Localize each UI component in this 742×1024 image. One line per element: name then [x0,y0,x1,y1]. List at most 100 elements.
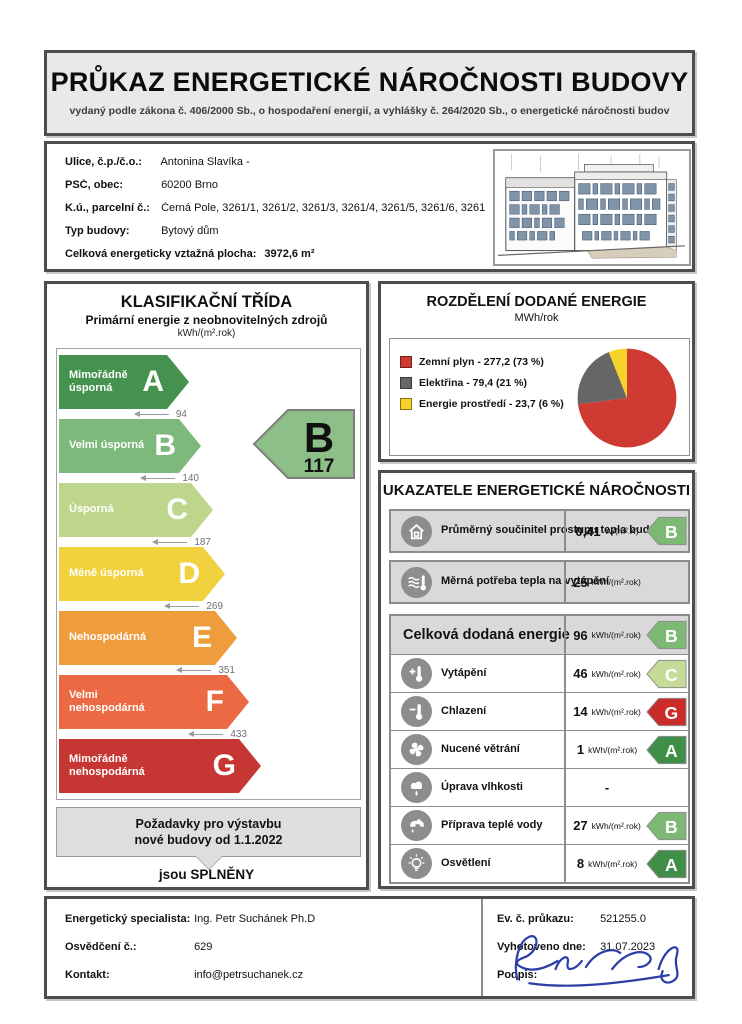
indicator-label: Průměrný součinitel prostupu tepla budov… [441,524,669,537]
class-row-f: Velmi nehospodárná F [59,675,360,729]
grade-letter: B [665,626,678,646]
threshold-row: 433 [57,729,247,740]
footer-value: 521255.0 [600,913,646,925]
distribution-unit: MWh/rok [514,312,559,324]
grade-badge: B [646,620,687,650]
footer-row-evidence-number: Ev. č. průkazu: 521255.0 [497,913,646,925]
legend-item: Zemní plyn - 277,2 (73 %) [400,351,564,372]
threshold-row: 269 [57,601,223,612]
left-arrow-icon [188,731,224,737]
info-value: Antonina Slavíka - [160,156,250,168]
signature [514,935,679,987]
footer-value: 629 [194,941,213,953]
threshold-row: 94 [57,409,187,420]
requirements-result: jsou SPLNĚNY [158,867,255,882]
threshold-value: 351 [218,664,235,676]
grade-badge: G [646,697,687,726]
indicators-panel: UKAZATELE ENERGETICKÉ NÁROČNOSTI Průměrn… [378,470,695,889]
indicator-value: 8 [576,856,585,871]
hot-water-icon [400,810,432,841]
info-label: Ulice, č.p./č.o.: [65,156,143,168]
footer-divider [481,899,483,996]
footer-label: Vyhotoveno dne: [497,941,586,953]
class-arrow-b: Velmi úsporná B [59,419,201,473]
footer-label: Osvědčení č.: [65,941,137,953]
indicator-label: Měrná potřeba tepla na vytápění [441,575,610,588]
info-value: 3972,6 m² [264,248,315,260]
indicator-row-heat-transfer: Průměrný součinitel prostupu tepla budov… [389,509,690,553]
threshold-row: 187 [57,536,211,548]
indicator-unit: kWh/(m².rok) [591,820,641,831]
building-elevation-drawing [498,153,685,259]
indicator-row-heating-demand: Měrná potřeba tepla na vytápění 25 kWh/(… [389,560,690,604]
info-row-street: Ulice, č.p./č.o.: Antonina Slavíka - [65,156,485,168]
class-row-g: Mimořádně nehospodárná G [59,739,360,793]
class-letter: B [154,429,176,462]
class-label: Velmi nehospodárná [69,688,145,714]
grade-badge: B [646,516,687,546]
class-label: Velmi úsporná [69,439,145,452]
footer-label: Kontakt: [65,969,110,981]
indicator-value: 1 [576,742,585,757]
grade-letter: G [665,702,679,722]
info-label: PSČ, obec: [65,179,124,191]
indicator-unit: kWh/(m².rok) [588,744,638,755]
legend-item: Energie prostředí - 23,7 (6 %) [400,393,564,414]
footer-value: info@petrsuchanek.cz [194,969,304,981]
class-row-b: Velmi úsporná B [59,419,360,473]
legend-label: Elektřina - 79,4 (21 %) [419,376,527,389]
threshold-value: 140 [182,472,199,484]
info-label: Celková energeticky vztažná plocha: [65,248,257,260]
indicator-value: - [604,780,610,795]
class-letter: D [178,557,200,590]
threshold-value: 187 [194,536,211,548]
indicator-unit: W/(m².K) [604,526,639,536]
info-row-parcel: K.ú., parcelní č.: Černá Pole, 3261/1, 3… [65,202,485,214]
indicator-label: Úprava vlhkosti [441,780,523,793]
info-row-city: PSČ, obec: 60200 Brno [65,179,485,191]
rating-letter: B [304,414,334,461]
pie-chart-box: Zemní plyn - 277,2 (73 %) Elektřina - 79… [389,338,690,456]
class-label: Nehospodárná [69,631,147,644]
indicator-label: Osvětlení [441,856,491,869]
class-row-e: Nehospodárná E [59,611,360,665]
grade-letter: A [665,740,678,760]
classification-panel: KLASIFIKAČNÍ TŘÍDA Primární energie z ne… [44,281,369,890]
indicator-row-ventilation: Nucené větrání 1 kWh/(m².rok) A [391,730,688,768]
delivered-energy-group: Celková dodaná energie 96 kWh/(m².rok) B… [389,614,690,884]
pie-slice-gas [577,348,677,448]
requirements-box: Požadavky pro výstavbu nové budovy od 1.… [56,807,361,857]
info-value: Černá Pole, 3261/1, 3261/2, 3261/3, 3261… [161,202,485,214]
threshold-row: 351 [57,664,235,676]
indicator-unit: kWh/(m².rok) [588,858,638,869]
indicator-row-lighting: Osvětlení 8 kWh/(m².rok) A [391,844,688,882]
info-value: Bytový dům [161,225,219,237]
class-label: Úsporná [69,503,114,516]
indicator-row-cooling: Chlazení 14 kWh/(m².rok) G [391,692,688,730]
class-letter: C [166,493,188,526]
ventilation-icon [400,734,432,765]
info-value: 60200 Brno [161,179,218,191]
class-label: Mimořádně nehospodárná [69,752,145,778]
footer-value: Ing. Petr Suchánek Ph.D [194,913,316,925]
indicator-value: 0,41 [575,523,601,539]
class-row-a: Mimořádně úsporná A [59,355,360,409]
footer-row-contact: Kontakt: info@petrsuchanek.cz [65,969,303,981]
indicator-value: 27 [573,818,588,833]
legend-item: Elektřina - 79,4 (21 %) [400,372,564,393]
pie-slice-ambient [608,348,627,398]
legend-swatch-electricity [400,376,412,389]
footer-label: Podpis: [497,969,538,981]
indicator-value: 25 [573,574,588,590]
requirements-line2: nové budovy od 1.1.2022 [134,832,283,847]
heating-icon [400,658,432,689]
indicator-row-hot-water: Příprava teplé vody 27 kWh/(m².rok) B [391,806,688,844]
indicator-value: 14 [573,704,588,719]
footer-row-certificate: Osvědčení č.: 629 [65,941,212,953]
info-label: K.ú., parcelní č.: [65,202,150,214]
info-row-area: Celková energeticky vztažná plocha: 3972,… [65,248,315,260]
pie-chart [577,348,677,448]
heating-demand-icon [400,566,432,598]
grade-letter: B [665,522,678,542]
